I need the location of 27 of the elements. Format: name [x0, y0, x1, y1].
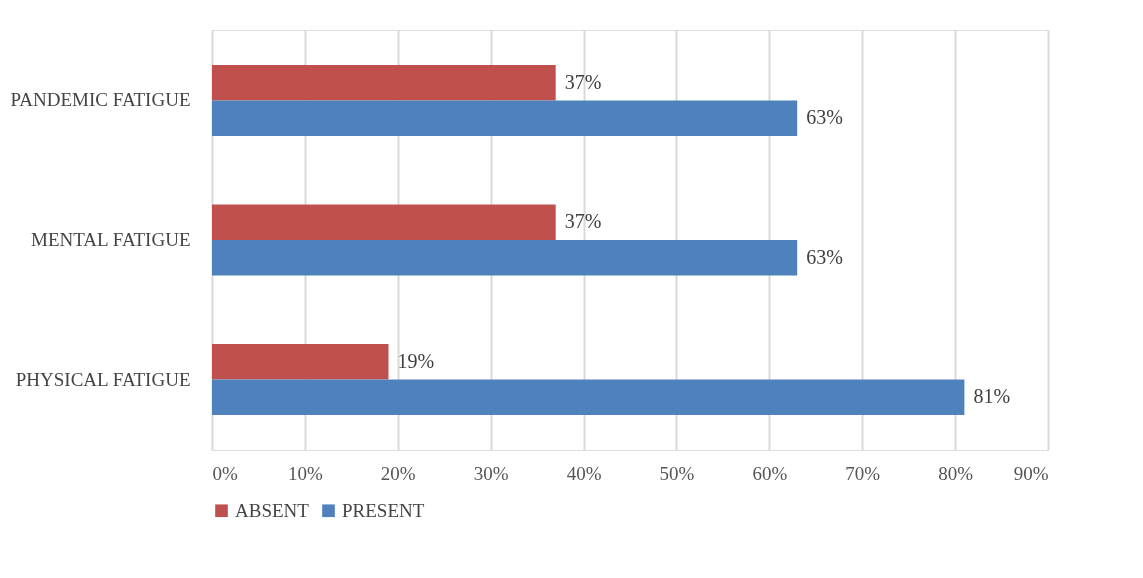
x-tick-label: 10% [287, 462, 323, 484]
x-tick-label: 20% [380, 462, 416, 484]
legend-label: PRESENT [342, 499, 425, 521]
x-tick-label: 50% [659, 462, 695, 484]
x-tick-label: 30% [473, 462, 509, 484]
bar [212, 379, 965, 416]
data-label: 81% [973, 385, 1011, 408]
y-tick-label: MENTAL FATIGUE [31, 229, 191, 250]
y-tick-label: PHYSICAL FATIGUE [15, 368, 191, 390]
data-label: 19% [397, 349, 435, 372]
bar [212, 240, 798, 276]
legend-label: ABSENT [235, 499, 310, 521]
bar [212, 100, 798, 137]
x-tick-label: 90% [1013, 462, 1049, 484]
y-tick-label: PANDEMIC FATIGUE [10, 89, 191, 111]
data-label: 37% [564, 210, 602, 233]
data-label: 63% [806, 245, 843, 268]
x-tick-label: 60% [752, 462, 788, 484]
bar [212, 64, 556, 101]
x-tick-label: 40% [566, 462, 602, 484]
x-tick-label: 0% [212, 462, 238, 484]
data-label: 37% [564, 70, 602, 93]
x-tick-label: 70% [845, 462, 881, 484]
bar [212, 204, 556, 240]
data-label: 63% [806, 106, 843, 129]
x-tick-label: 80% [938, 462, 974, 484]
bar [212, 343, 389, 380]
